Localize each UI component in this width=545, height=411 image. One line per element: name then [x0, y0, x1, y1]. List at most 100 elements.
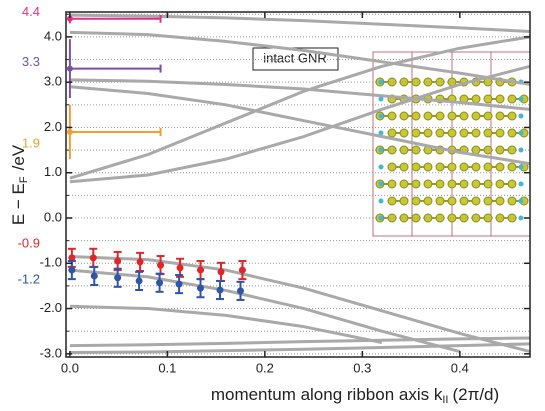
y-axis-label: E − EF/eV [9, 144, 29, 225]
atom [388, 163, 396, 171]
atom [436, 163, 444, 171]
data-point [156, 279, 163, 286]
atom [496, 197, 504, 205]
data-point [239, 267, 246, 274]
atom [484, 112, 492, 120]
atom [472, 112, 480, 120]
atom [460, 214, 468, 222]
h-atom [519, 165, 524, 170]
data-point [217, 286, 224, 293]
data-point [157, 262, 164, 269]
atom [448, 163, 456, 171]
h-atom [519, 131, 524, 136]
atom [508, 163, 516, 171]
atom [436, 78, 444, 86]
data-point [114, 274, 121, 281]
atom [412, 112, 420, 120]
atom [508, 197, 516, 205]
atom [484, 146, 492, 154]
y-label-text: E − E [9, 183, 28, 225]
atom [496, 146, 504, 154]
atom [448, 129, 456, 137]
atom [400, 163, 408, 171]
h-atom [519, 97, 524, 102]
data-point [91, 272, 98, 279]
atom [412, 146, 420, 154]
atom [412, 163, 420, 171]
atom [460, 163, 468, 171]
atom [400, 129, 408, 137]
atom [424, 180, 432, 188]
data-point [90, 254, 97, 261]
atom [400, 78, 408, 86]
atom [412, 129, 420, 137]
atom [484, 180, 492, 188]
atom [472, 214, 480, 222]
y-tick-label: -1.0 [40, 255, 62, 270]
h-atom [519, 199, 524, 204]
atom [400, 197, 408, 205]
atom [472, 95, 480, 103]
x-label-text: momentum along ribbon axis k [211, 385, 443, 404]
atom [460, 129, 468, 137]
y-tick-label: -3.0 [40, 345, 62, 360]
x-label-unit: (2π/d) [452, 385, 499, 404]
atom [484, 129, 492, 137]
atom [388, 197, 396, 205]
atom [484, 95, 492, 103]
atom [472, 180, 480, 188]
atom [460, 197, 468, 205]
atom [472, 129, 480, 137]
data-point [68, 267, 75, 274]
atom [460, 180, 468, 188]
y-label-sub: F [18, 176, 30, 183]
h-atom [379, 114, 384, 119]
atom [388, 146, 396, 154]
y-tick-label: 0.0 [44, 209, 62, 224]
data-point [197, 267, 204, 274]
atom [508, 146, 516, 154]
data-point [114, 258, 121, 265]
atom [472, 146, 480, 154]
x-axis-label: momentum along ribbon axis kII(2π/d) [211, 385, 499, 405]
atom [436, 197, 444, 205]
atom [496, 112, 504, 120]
atom [508, 180, 516, 188]
x-tick-label: 0.0 [61, 360, 79, 375]
level-label: 3.3 [22, 54, 40, 69]
atom [496, 95, 504, 103]
atom [484, 197, 492, 205]
atom [448, 197, 456, 205]
atom [388, 112, 396, 120]
data-point [177, 264, 184, 271]
y-tick-label: 1.0 [44, 164, 62, 179]
atom [424, 129, 432, 137]
atom [424, 163, 432, 171]
page: {"chart_data": { "type": "line", "annota… [0, 0, 545, 411]
h-atom [379, 199, 384, 204]
atom [508, 129, 516, 137]
atom [412, 180, 420, 188]
h-atom [519, 114, 524, 119]
atom [412, 214, 420, 222]
x-tick-label: 0.1 [158, 360, 176, 375]
atom [496, 180, 504, 188]
atom [448, 112, 456, 120]
atom [436, 112, 444, 120]
series-label: -0.9 [18, 235, 40, 250]
level-label: 4.4 [22, 4, 40, 19]
atom [448, 214, 456, 222]
data-point [137, 258, 144, 265]
atom [424, 112, 432, 120]
y-tick-label: 2.0 [44, 119, 62, 134]
atom [388, 180, 396, 188]
atom [508, 112, 516, 120]
data-point [217, 268, 224, 275]
atom [436, 214, 444, 222]
y-tick-label: 4.0 [44, 28, 62, 43]
data-point [136, 277, 143, 284]
x-tick-label: 0.3 [353, 360, 371, 375]
band-line [70, 306, 382, 342]
atom [508, 95, 516, 103]
atom [400, 180, 408, 188]
